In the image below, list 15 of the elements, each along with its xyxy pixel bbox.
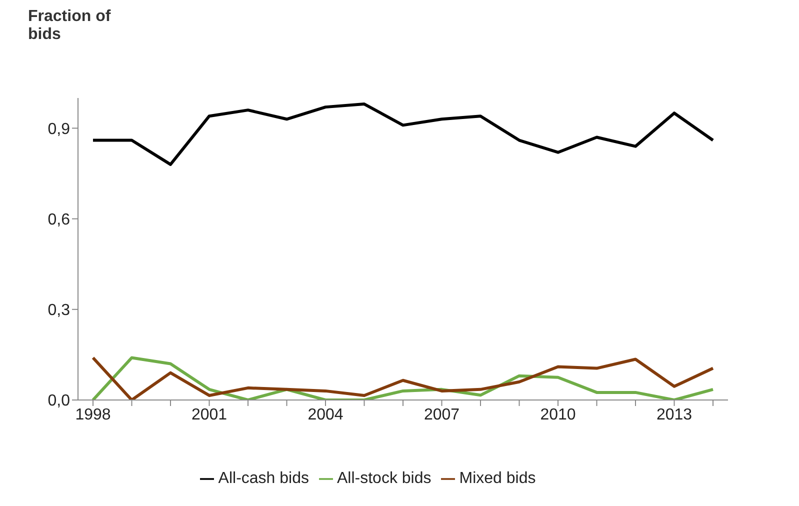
y-tick-label: 0,3 [48,302,70,320]
x-tick-label: 2013 [656,406,692,424]
y-tick-label: 0,9 [48,120,70,138]
legend-label: All-cash bids [218,470,309,487]
x-tick-label: 2004 [308,406,344,424]
y-axis-title: Fraction of bids [28,8,112,44]
legend-label: Mixed bids [459,470,536,487]
y-tick-label: 0,6 [48,211,70,228]
x-tick-label: 2001 [191,406,228,424]
x-tick-label: 2010 [540,406,576,424]
y-tick-label: 0,0 [48,392,70,410]
x-tick-label: 1998 [75,406,111,424]
x-tick-label: 2007 [424,406,460,424]
legend-label: All-stock bids [336,470,432,487]
line-series [92,102,714,166]
